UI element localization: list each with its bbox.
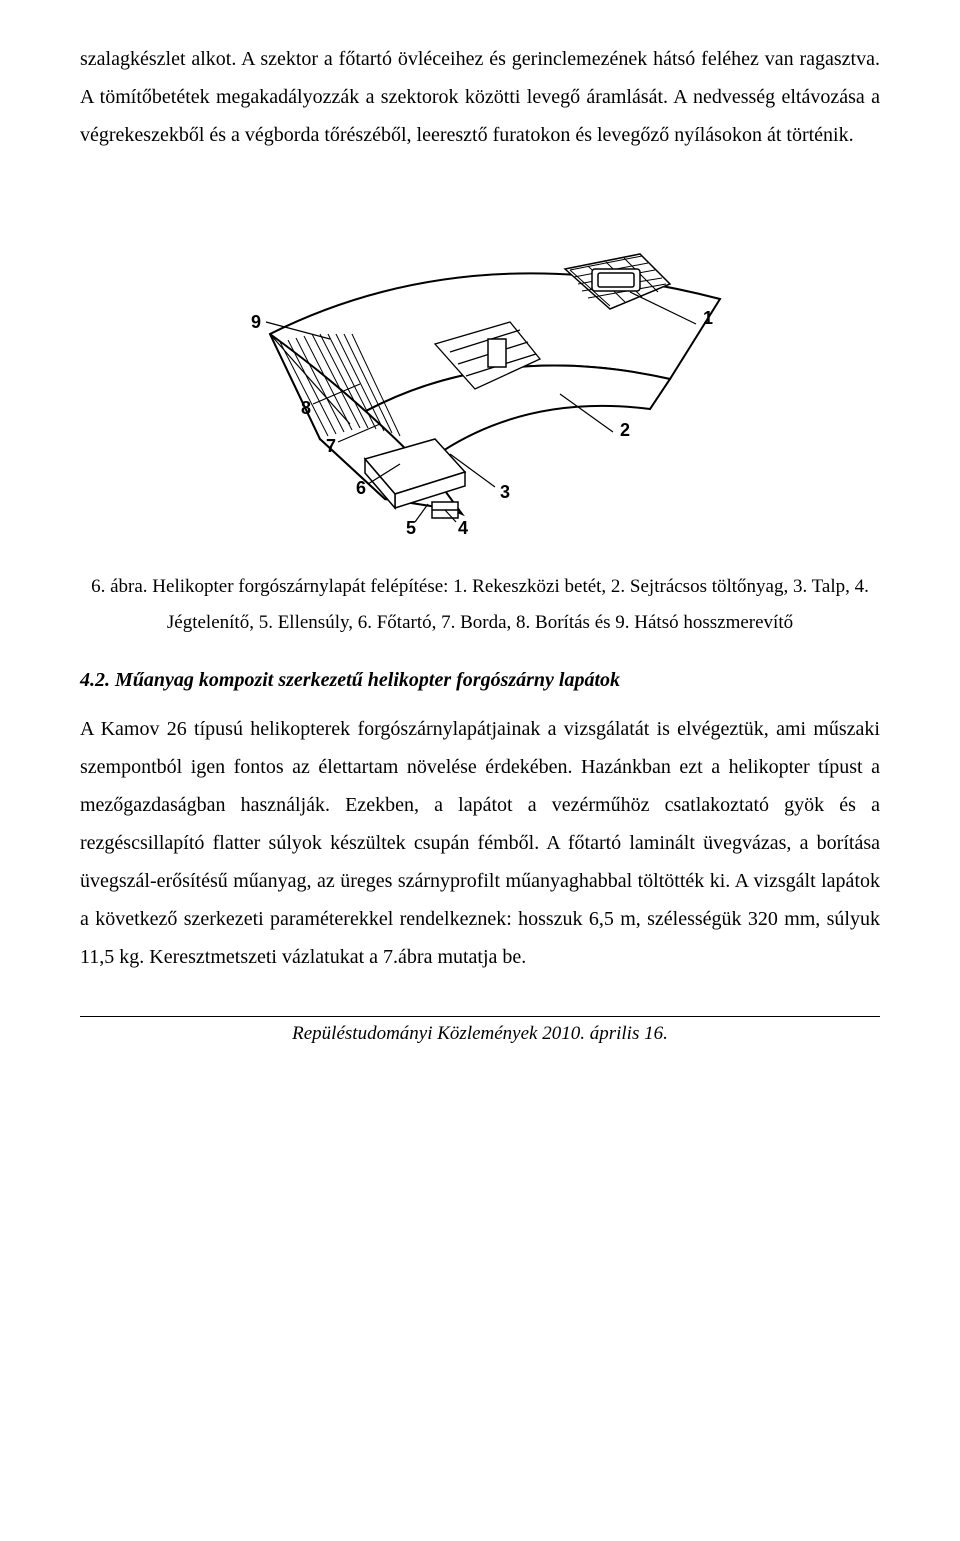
paragraph-1: szalagkészlet alkot. A szektor a főtartó… (80, 40, 880, 154)
figure-label-9: 9 (251, 312, 261, 332)
figure-label-7: 7 (326, 436, 336, 456)
figure-6: 1 2 3 4 5 6 7 8 9 6. ábra. Helikopter fo… (80, 184, 880, 641)
blade-diagram: 1 2 3 4 5 6 7 8 9 (210, 184, 750, 554)
section-4-2-heading: 4.2. Műanyag kompozit szerkezetű helikop… (80, 669, 880, 692)
figure-label-5: 5 (406, 518, 416, 538)
figure-label-2: 2 (620, 420, 630, 440)
figure-label-6: 6 (356, 478, 366, 498)
figure-6-caption: 6. ábra. Helikopter forgószárnylapát fel… (80, 569, 880, 641)
figure-label-1: 1 (703, 308, 713, 328)
figure-label-4: 4 (458, 518, 468, 538)
figure-label-3: 3 (500, 482, 510, 502)
figure-caption-line1: 6. ábra. Helikopter forgószárnylapát fel… (91, 576, 869, 597)
paragraph-2: A Kamov 26 típusú helikopterek forgószár… (80, 710, 880, 976)
figure-caption-line2: Jégtelenítő, 5. Ellensúly, 6. Főtartó, 7… (167, 612, 793, 633)
figure-label-8: 8 (301, 398, 311, 418)
page-footer: Repüléstudományi Közlemények 2010. ápril… (80, 1016, 880, 1045)
